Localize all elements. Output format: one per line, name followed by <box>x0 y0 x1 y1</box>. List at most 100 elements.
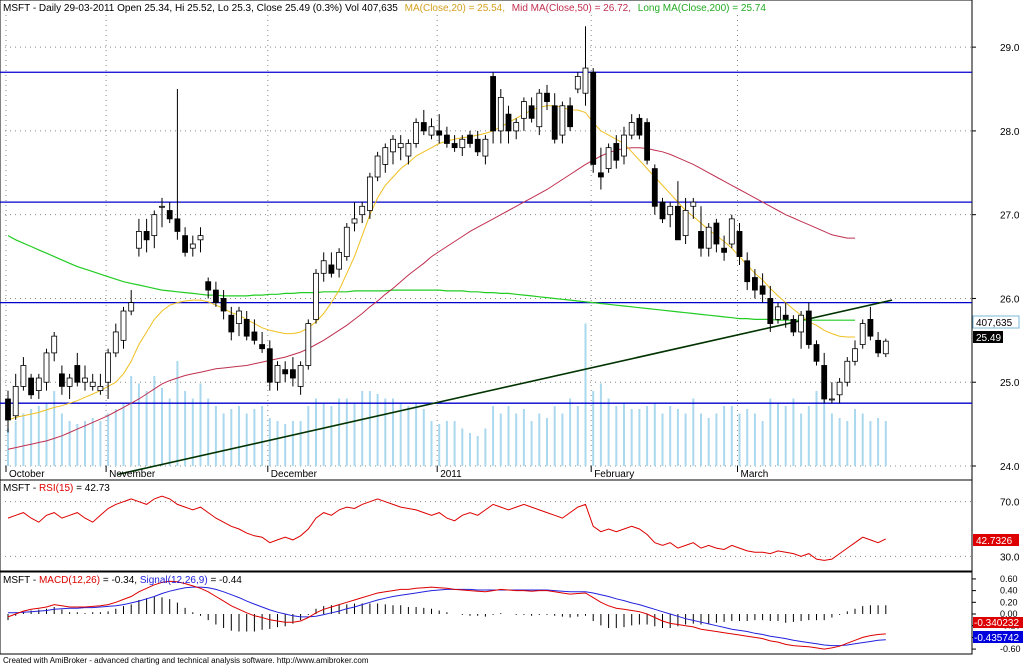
candle <box>536 89 543 136</box>
candle-body <box>112 331 119 354</box>
candle <box>713 218 720 253</box>
macd-tick-label: 0.40 <box>1000 586 1018 596</box>
candle <box>43 348 50 391</box>
candle <box>59 365 65 395</box>
candle-body <box>143 231 150 241</box>
month-tick-label: October <box>9 469 45 480</box>
candle <box>266 340 273 391</box>
candle-body <box>852 348 858 362</box>
rsi-tick-label: 70.0 <box>1000 498 1020 509</box>
candle <box>752 269 758 299</box>
price-candles <box>5 26 889 433</box>
candle <box>821 352 828 404</box>
candle <box>251 319 258 345</box>
candle-body <box>320 260 327 274</box>
candle <box>690 197 697 219</box>
candle <box>875 331 881 358</box>
candle-body <box>366 176 373 211</box>
candle <box>767 285 774 332</box>
candle-body <box>474 138 481 153</box>
candle-body <box>20 365 27 387</box>
candle <box>805 302 812 349</box>
close-badge-text: 25.49 <box>976 333 1001 344</box>
candle <box>667 202 674 228</box>
month-tick-label: 2011 <box>440 469 462 480</box>
candle-body <box>867 318 874 337</box>
candle <box>467 130 473 148</box>
candle-body <box>443 134 450 144</box>
candle <box>728 214 735 249</box>
candle <box>120 306 127 349</box>
candle <box>351 202 358 232</box>
candle <box>320 252 327 282</box>
candle-body <box>220 298 227 312</box>
candle-body <box>528 105 535 119</box>
signal-header-value: = -0.44 <box>210 575 242 586</box>
candle <box>66 373 73 399</box>
candle-body <box>128 302 135 312</box>
candle-body <box>775 306 781 320</box>
candle <box>282 361 289 383</box>
candle-body <box>559 105 566 136</box>
footer-credit: Created with AmiBroker - advanced charti… <box>3 656 369 665</box>
candle-body <box>744 260 751 283</box>
candle <box>274 361 281 391</box>
candle-body <box>212 289 219 304</box>
macd-plot <box>7 580 887 650</box>
candle-body <box>667 205 674 216</box>
candle-body <box>274 365 281 383</box>
candle <box>459 135 466 157</box>
candle-body <box>35 377 42 392</box>
signal-line <box>8 586 886 647</box>
candle-body <box>89 381 96 387</box>
candle-body <box>451 143 458 149</box>
rsi-header-label: RSI(15) <box>39 483 73 494</box>
candle <box>844 357 851 387</box>
candle <box>644 118 650 165</box>
macd-header-value: = -0.34, <box>103 575 140 586</box>
close-badge: 25.49 <box>973 331 1003 344</box>
candle-body <box>243 318 250 337</box>
candle-body <box>5 398 11 421</box>
candle <box>559 101 566 144</box>
candle-body <box>166 210 173 220</box>
price-header-symbol: MSFT - Daily 29-03-2011 Open 25.34, Hi 2… <box>3 3 398 14</box>
candle-body <box>266 348 273 383</box>
price-tick-label: 28.0 <box>1000 127 1020 138</box>
candle <box>505 105 512 144</box>
candle <box>698 206 704 257</box>
candle <box>359 202 366 224</box>
candle <box>521 97 527 131</box>
candle <box>782 302 789 328</box>
price-tick-label: 25.0 <box>1000 378 1020 389</box>
candle <box>220 290 227 320</box>
macd-badge-text: -0.340232 <box>974 618 1019 629</box>
candle-body <box>836 381 843 396</box>
candle-body <box>705 226 712 249</box>
macd-tick-label: 0.60 <box>1000 574 1018 584</box>
candle <box>143 218 150 253</box>
candle <box>413 118 420 148</box>
candle <box>105 348 111 399</box>
candle <box>436 114 443 144</box>
candle <box>567 97 573 131</box>
candle-body <box>813 344 820 362</box>
candle <box>721 235 727 261</box>
candle <box>582 26 589 106</box>
candle <box>628 114 635 140</box>
candle-body <box>374 155 381 178</box>
candle-body <box>97 386 104 392</box>
candle-body <box>413 122 420 144</box>
candle-body <box>390 138 396 153</box>
candle <box>497 89 504 144</box>
candle <box>775 302 781 324</box>
candle <box>551 93 558 144</box>
candle <box>212 281 219 307</box>
rsi-line <box>7 495 887 561</box>
candle-body <box>151 214 158 237</box>
candle <box>574 72 581 94</box>
month-tick-label: February <box>594 469 634 480</box>
candle <box>882 338 889 358</box>
candle-body <box>752 277 758 291</box>
